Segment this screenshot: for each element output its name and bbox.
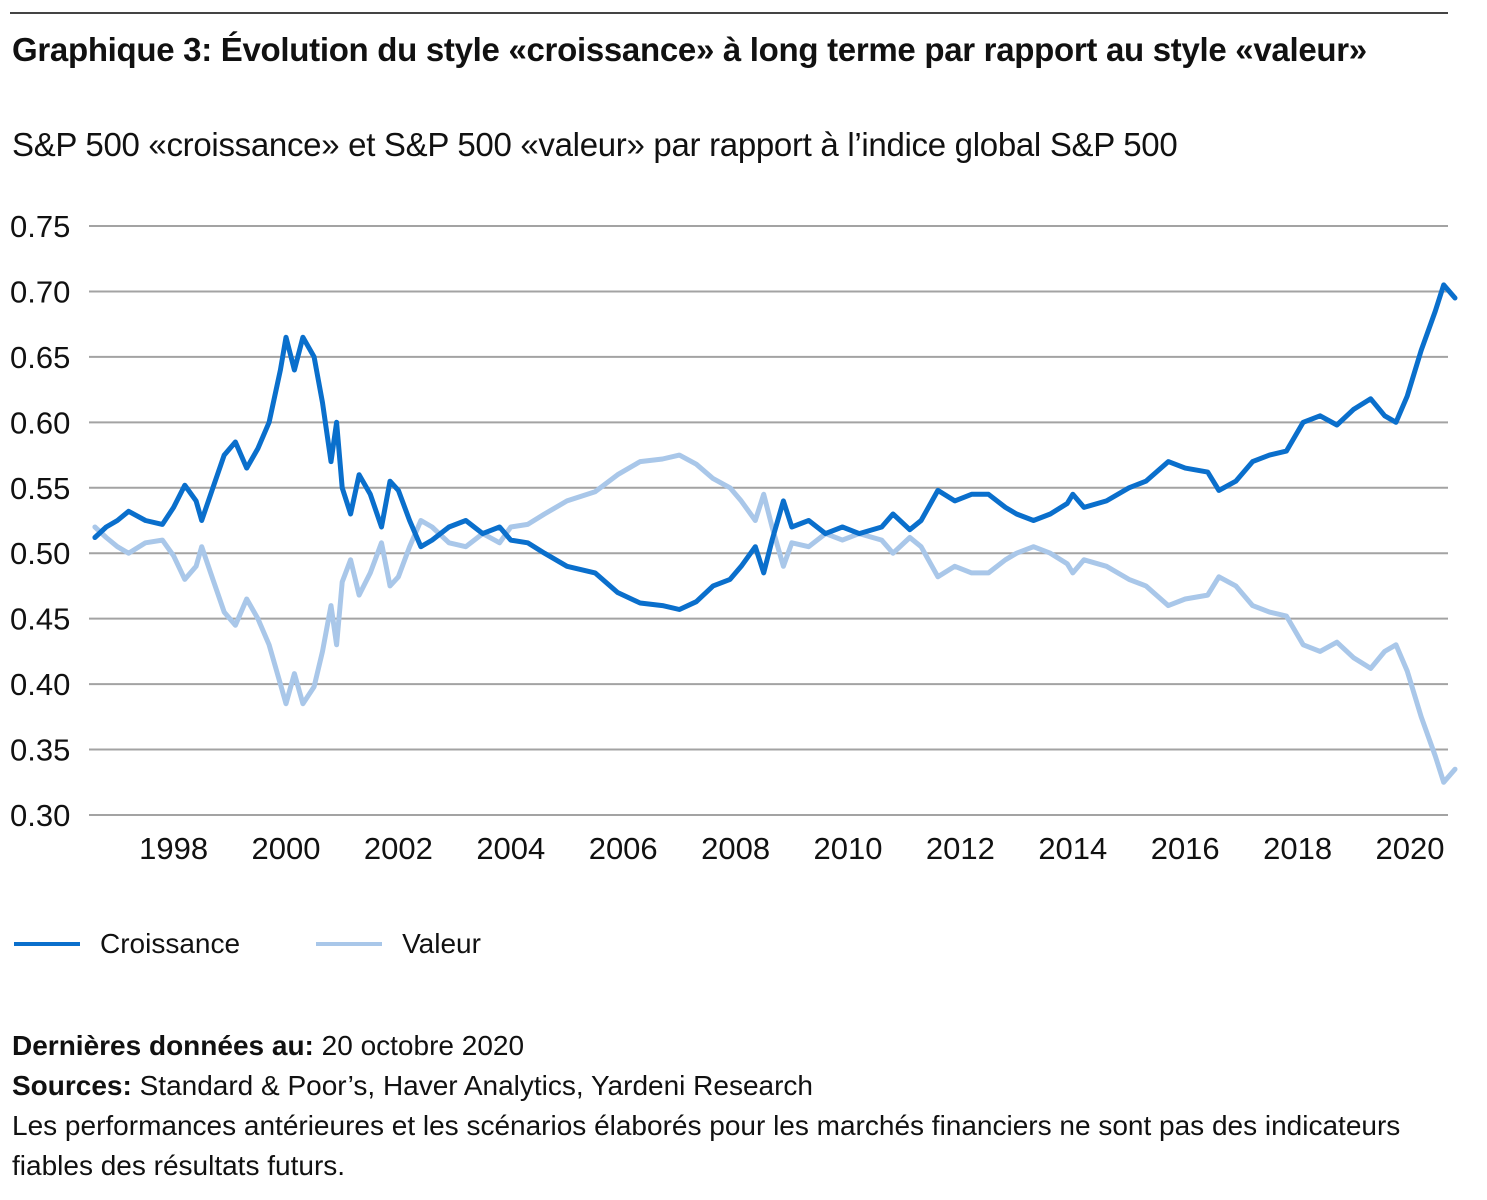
x-tick-label: 2012 xyxy=(926,831,995,866)
x-tick-label: 2020 xyxy=(1376,831,1445,866)
x-tick-label: 2010 xyxy=(814,831,883,866)
legend-item-croissance[interactable]: Croissance xyxy=(14,928,240,960)
chart-subtitle: S&P 500 «croissance» et S&P 500 «valeur»… xyxy=(12,126,1178,163)
legend: Croissance Valeur xyxy=(14,928,557,960)
x-tick-label: 2014 xyxy=(1038,831,1107,866)
legend-label-valeur: Valeur xyxy=(402,928,481,959)
last-data-line: Dernières données au: 20 octobre 2020 xyxy=(12,1026,1412,1066)
y-tick-label: 0.70 xyxy=(10,274,70,309)
footer-notes: Dernières données au: 20 octobre 2020 So… xyxy=(12,1026,1412,1186)
top-rule xyxy=(10,12,1448,14)
y-tick-label: 0.30 xyxy=(10,798,70,833)
y-tick-label: 0.45 xyxy=(10,602,70,637)
x-tick-label: 1998 xyxy=(139,831,208,866)
y-tick-label: 0.40 xyxy=(10,667,70,702)
legend-swatch-valeur xyxy=(316,942,383,946)
sources-label: Sources: xyxy=(12,1070,132,1101)
sources-value: Standard & Poor’s, Haver Analytics, Yard… xyxy=(131,1070,814,1101)
legend-item-valeur[interactable]: Valeur xyxy=(316,928,481,960)
last-data-value: 20 octobre 2020 xyxy=(313,1030,525,1061)
y-tick-label: 0.75 xyxy=(10,209,70,244)
legend-label-croissance: Croissance xyxy=(100,928,241,959)
y-tick-label: 0.55 xyxy=(10,471,70,506)
line-chart: 0.75 0.70 0.65 0.60 0.55 0.50 0.45 0.40 0.35 0.30… xyxy=(10,209,1458,866)
x-tick-label: 2002 xyxy=(364,831,433,866)
sources-line: Sources: Standard & Poor’s, Haver Analyt… xyxy=(12,1066,1412,1106)
series-line-croissance xyxy=(92,282,1458,612)
y-tick-label: 0.50 xyxy=(10,536,70,571)
y-axis-ticks: 0.75 0.70 0.65 0.60 0.55 0.50 0.45 0.40 0.35 0.30 xyxy=(10,209,70,833)
y-tick-label: 0.35 xyxy=(10,733,70,768)
x-tick-label: 2018 xyxy=(1263,831,1332,866)
y-tick-label: 0.60 xyxy=(10,405,70,440)
x-tick-label: 2006 xyxy=(589,831,658,866)
series-line-valeur xyxy=(92,452,1458,785)
chart-title: Graphique 3: Évolution du style «croissa… xyxy=(12,31,1367,68)
x-axis-ticks: 1998 2000 2002 2004 2006 2008 2010 2012 2014 2016… xyxy=(139,831,1444,866)
x-tick-label: 2000 xyxy=(252,831,321,866)
x-tick-label: 2004 xyxy=(476,831,545,866)
y-tick-label: 0.65 xyxy=(10,340,70,375)
series-lines xyxy=(92,282,1458,785)
disclaimer: Les performances antérieures et les scén… xyxy=(12,1110,1401,1181)
x-tick-label: 2008 xyxy=(701,831,770,866)
last-data-label: Dernières données au: xyxy=(12,1030,314,1061)
legend-swatch-croissance xyxy=(14,942,80,946)
x-tick-label: 2016 xyxy=(1151,831,1220,866)
